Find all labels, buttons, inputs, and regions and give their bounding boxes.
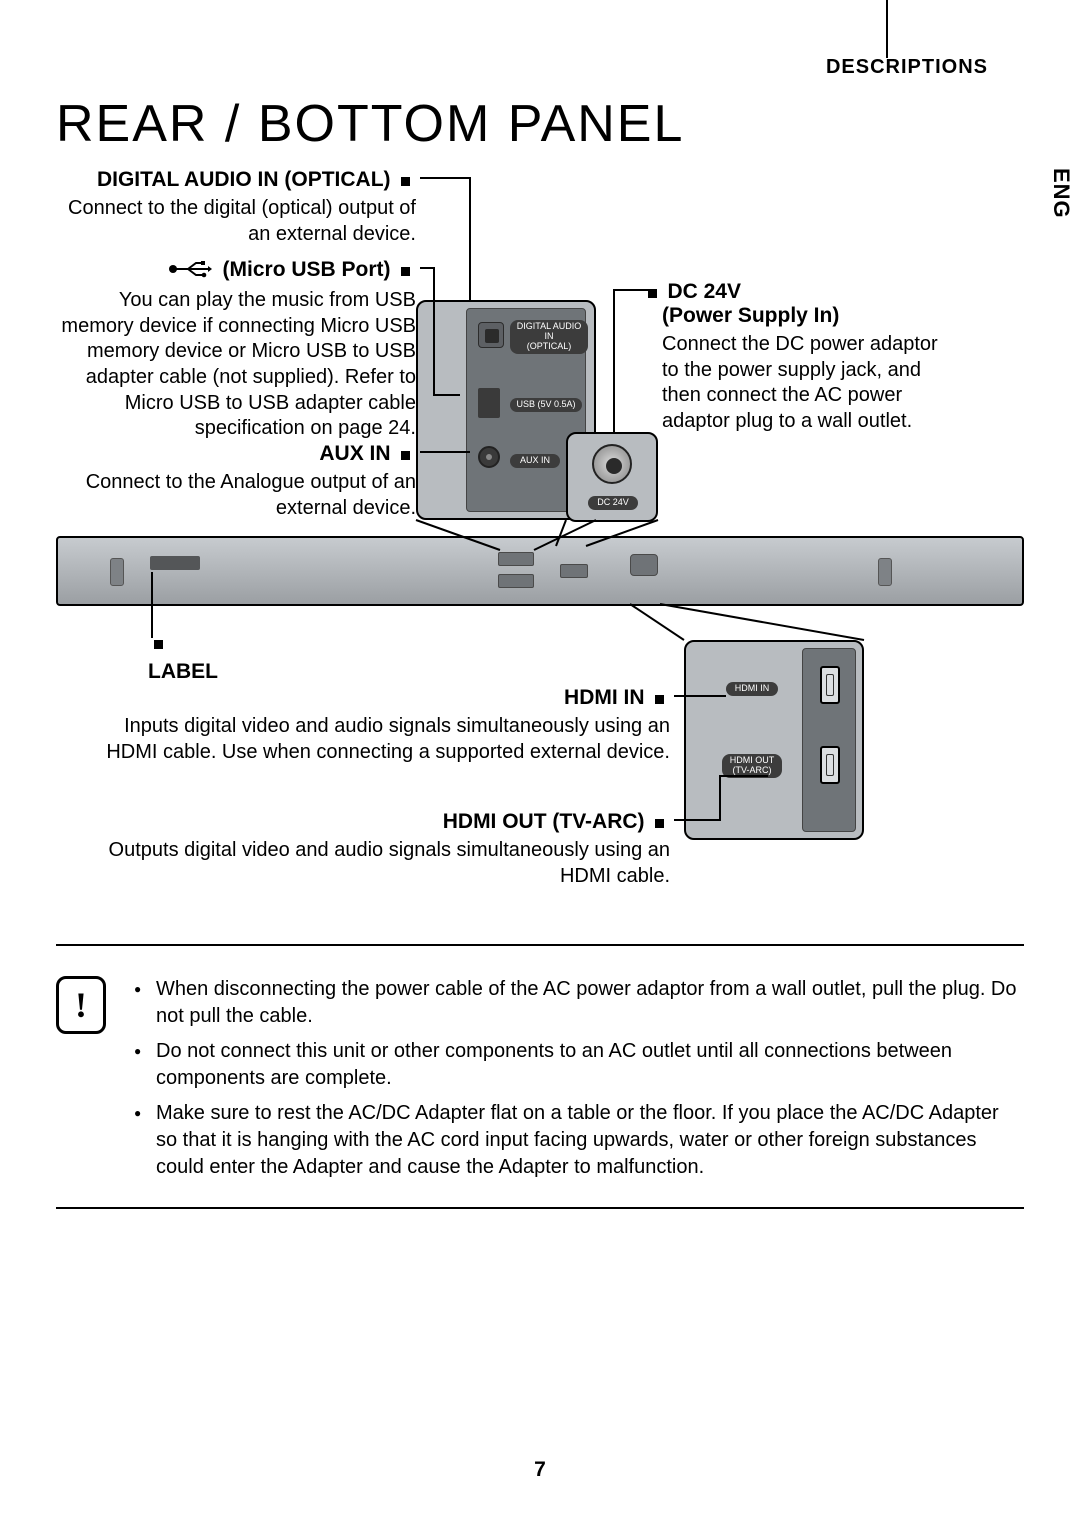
leader-square — [655, 695, 664, 704]
port-label-hdmi-out: HDMI OUT(TV-ARC) — [722, 754, 782, 778]
port-label-aux: AUX IN — [510, 454, 560, 468]
callout-aux-title: AUX IN — [319, 442, 390, 466]
section-header: DESCRIPTIONS — [826, 56, 988, 79]
leader-square — [154, 640, 163, 649]
soundbar-port — [630, 554, 658, 576]
callout-dc24v-title: DC 24V — [667, 280, 741, 304]
warning-icon: ! — [56, 976, 106, 1034]
soundbar-port — [498, 574, 534, 588]
port-label-digital-audio: DIGITAL AUDIO IN(OPTICAL) — [510, 320, 588, 354]
divider — [56, 944, 1024, 946]
callout-hdmi-out-text: Outputs digital video and audio signals … — [100, 838, 670, 889]
callout-hdmi-out-title: HDMI OUT (TV-ARC) — [443, 810, 645, 834]
hdmi-out-port-icon — [820, 746, 840, 784]
callout-dc24v-subtitle: (Power Supply In) — [662, 304, 839, 328]
leader-square — [401, 267, 410, 276]
callout-digital-audio-title: DIGITAL AUDIO IN (OPTICAL) — [97, 168, 391, 192]
page-number: 7 — [0, 1458, 1080, 1482]
callout-hdmi-in-title: HDMI IN — [564, 686, 645, 710]
soundbar-port — [560, 564, 588, 578]
soundbar-port — [498, 552, 534, 566]
diagram-dc-port: DC 24V — [566, 432, 658, 522]
warning-item: Make sure to rest the AC/DC Adapter flat… — [134, 1100, 1024, 1181]
callout-label-title: LABEL — [148, 660, 218, 684]
port-label-dc: DC 24V — [588, 496, 638, 510]
soundbar-label-strip — [150, 556, 200, 570]
micro-usb-port-icon — [478, 388, 500, 418]
hdmi-in-port-icon — [820, 666, 840, 704]
port-label-usb: USB (5V 0.5A) — [510, 398, 582, 412]
warning-item: Do not connect this unit or other compon… — [134, 1038, 1024, 1092]
diagram-hdmi-ports: HDMI IN HDMI OUT(TV-ARC) — [684, 640, 864, 840]
language-tab: ENG — [1042, 148, 1080, 239]
callout-digital-audio-text: Connect to the digital (optical) output … — [56, 196, 416, 247]
leader-square — [648, 289, 657, 298]
callout-dc24v-text: Connect the DC power adaptor to the powe… — [662, 332, 952, 434]
divider — [56, 1207, 1024, 1209]
leader-square — [401, 451, 410, 460]
port-label-hdmi-in: HDMI IN — [726, 682, 778, 696]
callout-micro-usb-title: (Micro USB Port) — [223, 258, 391, 282]
aux-port-icon — [478, 446, 500, 468]
optical-port-icon — [478, 322, 504, 348]
callout-aux-text: Connect to the Analogue output of an ext… — [56, 470, 416, 521]
header-divider — [886, 0, 888, 58]
page-title: REAR / BOTTOM PANEL — [56, 94, 1024, 154]
warning-list: When disconnecting the power cable of th… — [134, 976, 1024, 1189]
soundbar-vent — [878, 558, 892, 586]
soundbar-diagram — [56, 536, 1024, 606]
callout-hdmi-in-text: Inputs digital video and audio signals s… — [100, 714, 670, 765]
soundbar-vent — [110, 558, 124, 586]
warning-item: When disconnecting the power cable of th… — [134, 976, 1024, 1030]
usb-icon — [168, 259, 212, 284]
leader-square — [655, 819, 664, 828]
leader-square — [401, 177, 410, 186]
dc-jack-icon — [592, 444, 632, 484]
callout-micro-usb-text: You can play the music from USB memory d… — [56, 288, 416, 442]
